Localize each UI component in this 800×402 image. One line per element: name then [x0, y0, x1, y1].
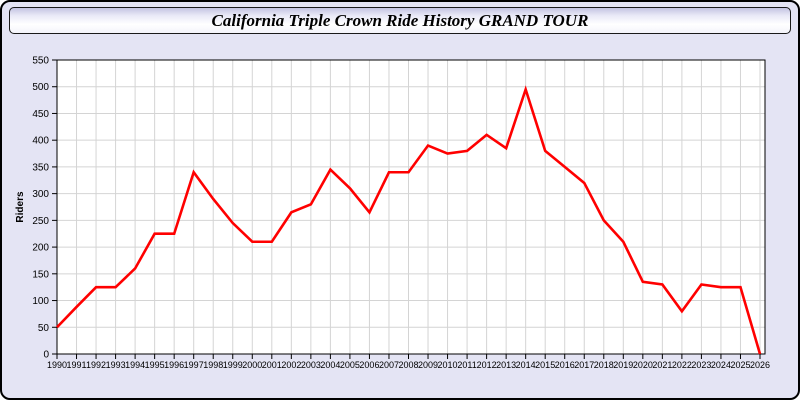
x-tick-label: 2003	[301, 360, 321, 370]
x-tick-label: 2005	[340, 360, 360, 370]
x-tick-label: 2013	[496, 360, 516, 370]
y-tick-label: 450	[32, 109, 49, 120]
y-tick-label: 500	[32, 82, 49, 93]
x-tick-label: 2006	[359, 360, 379, 370]
x-tick-label: 2012	[477, 360, 497, 370]
x-tick-label: 2019	[613, 360, 633, 370]
plot-background	[57, 60, 765, 354]
y-tick-label: 100	[32, 296, 49, 307]
x-tick-label: 2024	[711, 360, 731, 370]
x-tick-label: 2002	[281, 360, 301, 370]
x-tick-label: 2011	[457, 360, 476, 370]
x-tick-label: 2017	[574, 360, 594, 370]
x-tick-label: 1991	[67, 360, 87, 370]
x-tick-label: 2007	[379, 360, 399, 370]
x-tick-label: 1996	[164, 360, 184, 370]
x-tick-label: 2025	[730, 360, 750, 370]
y-axis-title: Riders	[15, 191, 26, 223]
x-tick-label: 2004	[320, 360, 340, 370]
y-tick-label: 350	[32, 162, 49, 173]
y-tick-label: 50	[38, 323, 50, 334]
x-tick-label: 2009	[418, 360, 438, 370]
y-tick-label: 0	[43, 350, 49, 361]
x-tick-label: 1995	[145, 360, 165, 370]
x-tick-label: 2000	[242, 360, 262, 370]
x-tick-label: 2015	[535, 360, 555, 370]
x-tick-label: 1990	[47, 360, 67, 370]
x-tick-label: 2021	[652, 360, 672, 370]
plot-border	[56, 59, 766, 355]
x-tick-label: 2010	[438, 360, 458, 370]
chart-title-bar: California Triple Crown Ride History GRA…	[9, 7, 791, 34]
x-tick-label: 2023	[691, 360, 711, 370]
x-tick-label: 2008	[398, 360, 418, 370]
x-tick-label: 2014	[516, 360, 536, 370]
x-tick-label: 2022	[672, 360, 692, 370]
riders-line-series	[56, 85, 762, 355]
x-tick-label: 2001	[262, 360, 282, 370]
x-tick-label: 1999	[223, 360, 243, 370]
x-tick-label: 1997	[184, 360, 204, 370]
y-tick-label: 550	[32, 56, 49, 67]
x-tick-label: 1994	[125, 360, 145, 370]
x-tick-label: 2016	[555, 360, 575, 370]
x-tick-label: 1998	[203, 360, 223, 370]
x-tick-label: 2026	[750, 360, 770, 370]
y-tick-label: 250	[32, 216, 49, 227]
y-tick-label: 150	[32, 269, 49, 280]
y-tick-label: 400	[32, 136, 49, 147]
chart-title: California Triple Crown Ride History GRA…	[211, 10, 589, 30]
x-tick-label: 2018	[594, 360, 614, 370]
y-tick-label: 200	[32, 243, 49, 254]
x-tick-label: 1993	[106, 360, 126, 370]
y-tick-label: 300	[32, 189, 49, 200]
x-tick-label: 1992	[86, 360, 106, 370]
x-tick-label: 2020	[633, 360, 653, 370]
